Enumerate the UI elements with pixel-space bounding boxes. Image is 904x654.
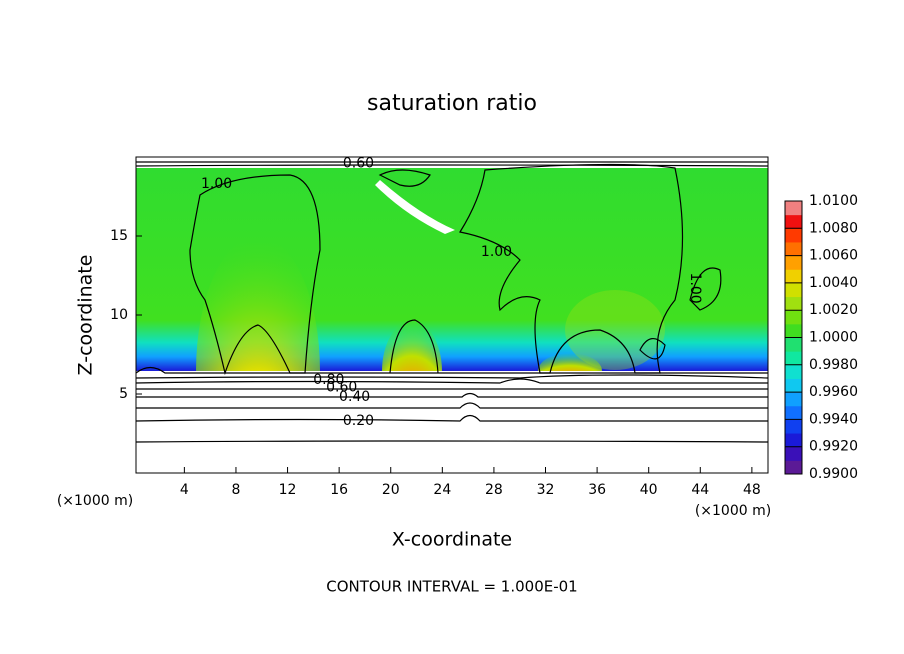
y-axis-label: Z-coordinate [75,255,97,376]
contour-label: 0.40 [339,389,370,405]
x-axis-label: X-coordinate [392,529,512,551]
contour-label: 0.20 [343,413,374,429]
x-unit-label: (×1000 m) [695,503,771,519]
colorbar-band [785,392,802,407]
contour-label: 1.00 [481,244,512,260]
colorbar-band [785,337,802,352]
contour-label: 0.80 [313,372,344,388]
colorbar-band [785,378,802,393]
colorbar-band [785,201,802,216]
field [136,157,768,473]
colorbar-band [785,446,802,461]
contour-label: 0.60 [343,155,374,171]
colorbar-band [785,310,802,325]
chart-title: saturation ratio [367,91,537,116]
colorbar-band [785,269,802,284]
x-tick-label: 28 [485,482,503,498]
colorbar-band [785,214,802,229]
colorbar-tick-label: 0.9980 [809,357,858,373]
colorbar-band [785,282,802,298]
colorbar-band [785,255,802,270]
colorbar-tick-label: 1.0020 [809,302,858,318]
x-tick-label: 32 [537,482,555,498]
colorbar-tick-label: 1.0100 [809,193,858,209]
colorbar-tick-label: 0.9900 [809,466,858,482]
y-tick-label: 15 [110,228,128,244]
colorbar-band [785,241,802,257]
x-tick-label: 40 [640,482,658,498]
contour-lines [136,161,768,443]
colorbar-tick-label: 1.0080 [809,220,858,236]
x-tick-label: 24 [433,482,451,498]
x-tick-label: 48 [743,482,761,498]
x-tick-label: 12 [279,482,297,498]
colorbar-tick-label: 0.9960 [809,384,858,400]
contour-label: 1.00 [201,176,232,192]
footnote: CONTOUR INTERVAL = 1.000E-01 [326,578,577,596]
colorbar-tick-label: 1.0060 [809,248,858,264]
colorbar-band [785,323,802,338]
colorbar-band [785,364,802,379]
x-tick-label: 8 [231,482,240,498]
x-tick-label: 16 [330,482,348,498]
x-tick-label: 20 [382,482,400,498]
x-unit-label: (×1000 m) [57,493,133,509]
y-tick-label: 10 [110,307,128,323]
colorbar-band [785,296,802,311]
colorbar-band [785,419,802,434]
x-tick-label: 36 [588,482,606,498]
x-tick-label: 4 [180,482,189,498]
colorbar-band [785,405,802,420]
colorbar-tick-label: 0.9920 [809,439,858,455]
colorbar-tick-label: 1.0040 [809,275,858,291]
contour-label: 0.60 [326,380,357,396]
colorbar-band [785,433,802,448]
colorbar-tick-label: 0.9940 [809,411,858,427]
colorbar-band [785,228,802,243]
colorbar-tick-label: 1.0000 [809,330,858,346]
x-tick-label: 44 [691,482,709,498]
contour-label: 1.00 [687,273,703,304]
colorbar-band [785,460,802,475]
colorbar-band [785,351,802,366]
y-tick-label: 5 [119,386,128,402]
